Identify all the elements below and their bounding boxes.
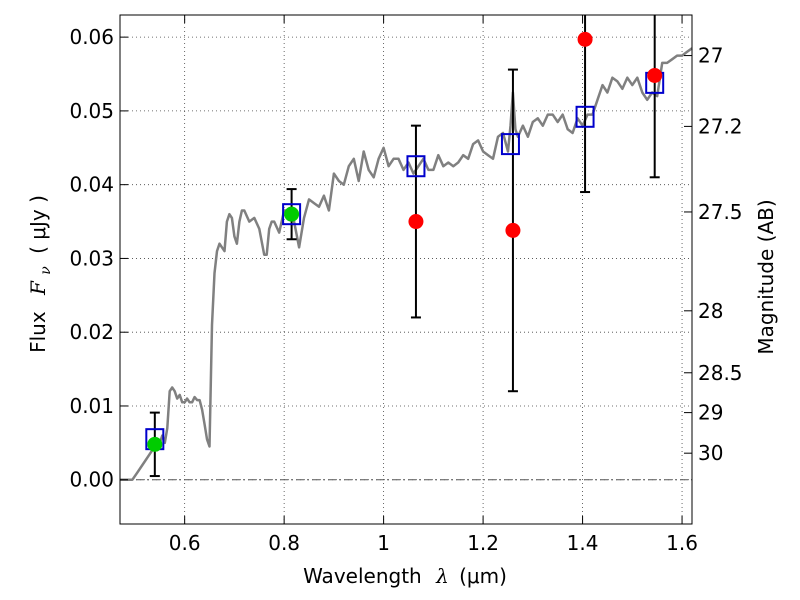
y-tick-label: 0.03: [69, 246, 114, 270]
y2-tick-label: 28: [698, 299, 723, 323]
y2-axis-label: Magnitude (AB): [754, 199, 778, 354]
x-tick-label: 1.4: [567, 531, 599, 555]
axis-ticks: 0.6 0.8 1 1.2 1.4 1.6 0.00 0.01 0.02 0.03 0.04 0.05…: [69, 15, 743, 555]
model-photometry-square: [282, 203, 302, 226]
y-tick-label: 0.05: [69, 99, 114, 123]
x-tick-label: 0.6: [169, 531, 201, 555]
detection-point: [284, 206, 300, 222]
y-tick-label: 0.01: [69, 394, 114, 418]
x-tick-label: 1.6: [666, 531, 698, 555]
y-tick-label: 0.02: [69, 320, 114, 344]
y-tick-label: 0.04: [69, 173, 114, 197]
y-axis-label: Flux F ν ( μJy ): [26, 195, 55, 353]
detection-point: [147, 436, 163, 452]
y2-tick-label: 27.5: [698, 200, 743, 224]
y2-tick-label: 30: [698, 441, 723, 465]
non-detection-point: [647, 67, 663, 83]
data-marks: [145, 15, 665, 478]
y2-tick-label: 27: [698, 44, 723, 68]
y2-tick-label: 29: [698, 401, 723, 425]
non-detection-point: [505, 222, 521, 238]
model-photometry-square: [500, 133, 520, 156]
x-tick-label: 0.8: [268, 531, 300, 555]
y2-tick-label: 27.2: [698, 114, 743, 138]
y-tick-label: 0.06: [69, 25, 114, 49]
y-tick-label: 0.00: [69, 468, 114, 492]
y2-tick-label: 28.5: [698, 361, 743, 385]
model-photometry-square: [575, 105, 595, 128]
model-photometry-square: [406, 155, 426, 178]
x-tick-label: 1.2: [467, 531, 499, 555]
plot-frame: [119, 14, 693, 525]
x-axis-label: Wavelength λ (μm): [303, 564, 507, 588]
non-detection-point: [408, 214, 424, 230]
model-spectrum-line: [120, 47, 693, 481]
x-tick-label: 1: [377, 531, 390, 555]
non-detection-point: [577, 31, 593, 47]
